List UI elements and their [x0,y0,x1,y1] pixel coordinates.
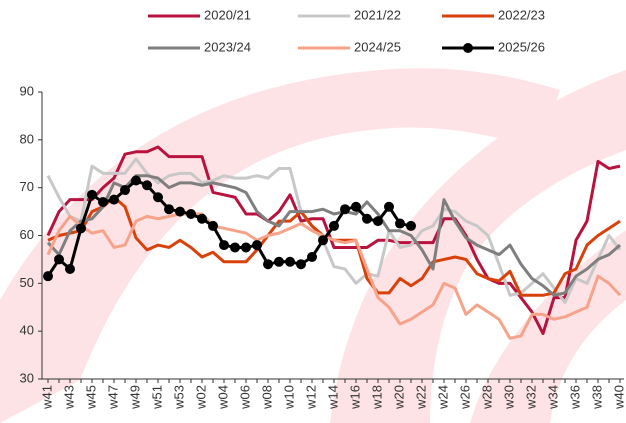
series-marker [186,208,196,219]
x-tick-label: w02 [193,385,208,410]
series-marker [197,213,207,224]
series-marker [373,216,383,227]
series-marker [384,201,394,212]
series-marker [230,242,240,253]
series-marker [219,240,229,251]
legend-label: 2023/24 [204,39,251,54]
x-tick-label: w12 [303,385,318,410]
legend-label: 2022/23 [498,7,545,22]
series-marker [142,180,152,191]
x-tick-label: w53 [171,385,186,410]
x-tick-label: w20 [391,385,406,410]
x-tick-label: w04 [215,385,230,410]
x-tick-label: w08 [259,385,274,410]
series-marker [351,201,361,212]
series-marker [241,242,251,253]
series-marker [307,252,317,263]
y-tick-label: 30 [20,370,34,385]
y-tick-label: 40 [20,323,34,338]
x-tick-label: w38 [589,385,604,410]
y-tick-label: 90 [20,83,34,98]
series-marker [43,271,53,282]
legend-marker [463,43,473,53]
legend-label: 2025/26 [498,39,545,54]
x-tick-label: w32 [523,385,538,410]
x-tick-label: w24 [435,385,450,410]
x-tick-label: w28 [479,385,494,410]
legend-label: 2024/25 [354,39,401,54]
y-tick-label: 50 [20,275,34,290]
decor-shape [0,68,560,423]
background-decoration [0,68,626,423]
series-marker [153,192,163,203]
legend-label: 2020/21 [204,7,251,22]
series-marker [164,204,174,215]
series-line [46,212,622,340]
x-tick-label: w49 [127,385,142,410]
series-marker [318,235,328,246]
x-tick-label: w43 [61,385,76,410]
series-marker [395,218,405,229]
x-tick-label: w06 [237,385,252,410]
legend-label: 2021/22 [354,7,401,22]
series-marker [362,213,372,224]
series-line [46,174,621,297]
series-marker [252,240,262,251]
series-marker [120,185,130,196]
series-marker [175,206,185,217]
series-line [46,157,622,304]
x-tick-label: w22 [413,385,428,410]
x-tick-label: w45 [83,385,98,410]
x-tick-label: w16 [347,385,362,410]
series-marker [263,259,273,270]
decor-shape [470,230,626,423]
series-marker [329,220,339,231]
y-tick-label: 60 [20,227,34,242]
x-tick-label: w41 [39,385,54,410]
series-marker [131,175,141,186]
series-line [46,145,621,336]
y-tick-label: 80 [20,131,34,146]
x-tick-label: w26 [457,385,472,410]
x-tick-label: w40 [611,385,626,410]
x-tick-label: w51 [149,385,164,410]
x-tick-label: w10 [281,385,296,410]
x-tick-label: w14 [325,385,340,410]
series-marker [296,259,306,270]
x-tick-label: w30 [501,385,516,410]
x-tick-label: w34 [545,385,560,410]
series-line [46,178,412,277]
series-marker [98,197,108,208]
series-marker [406,220,416,231]
series-marker [340,204,350,215]
y-tick-label: 70 [20,179,34,194]
series-marker [76,223,86,234]
series-marker [65,263,75,274]
series-marker [274,256,284,267]
series-marker [109,194,119,205]
series-marker [208,220,218,231]
x-tick-label: w36 [567,385,582,410]
series-marker [285,256,295,267]
x-tick-label: w18 [369,385,384,410]
x-tick-label: w47 [105,385,120,410]
series-marker [87,189,97,200]
series-marker [54,254,64,265]
